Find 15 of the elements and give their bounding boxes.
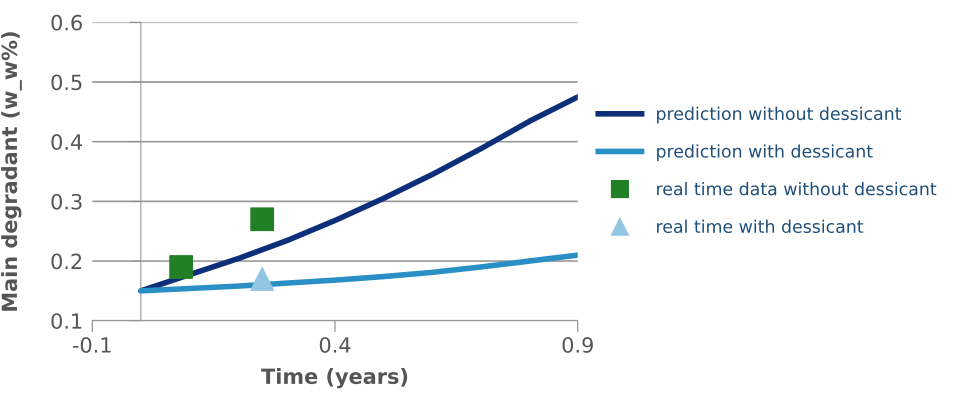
y-tick-label: 0.1 [51,313,82,329]
x-tick-label: -0.1 [72,337,111,353]
x-tick-label: 0.9 [562,337,593,353]
legend-label: real time data without dessicant [657,182,936,196]
y-tick-label: 0.3 [51,194,82,210]
y-tick-label: 0.5 [51,74,82,90]
y-tick-label: 0.4 [51,134,82,150]
x-axis-title: Time (years) [261,368,408,388]
legend-label: real time with dessicant [657,220,864,234]
y-tick-label: 0.6 [51,14,82,31]
y-tick-label: 0.2 [51,254,82,270]
legend-label: prediction with dessicant [657,144,873,162]
x-tick-label: 0.4 [320,337,350,353]
y-axis-title: Main degradant (w_w%) [1,32,22,311]
legend-label: prediction without dessicant [657,106,902,124]
